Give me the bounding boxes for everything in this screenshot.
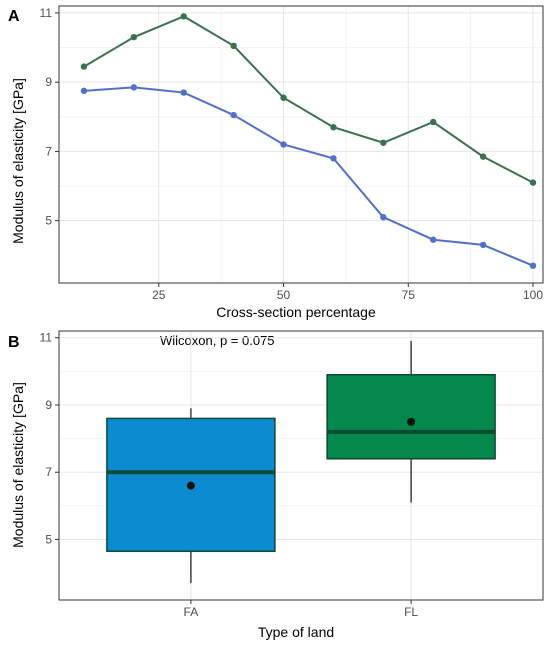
panel-a-series-2-point: [130, 84, 138, 91]
panel-a-plot: 5 7 9 11 25 50 75 100: [40, 5, 544, 302]
panel-a-border: [58, 5, 544, 284]
panel-a-series-1-point: [130, 33, 138, 41]
panel-a-series-line-2: [83, 86, 534, 267]
panel-b-x-tick-label: FL: [404, 605, 418, 619]
panel-b-plot: 5 7 9 11 FA FL: [40, 330, 544, 619]
panel-a-y-tick-label: 11: [40, 6, 53, 20]
panel-b-fl-box: [326, 373, 496, 460]
panel-b-y-axis-title: Modulus of elasticity [GPa]: [10, 382, 26, 548]
panel-a-y-tick-label: 5: [45, 214, 52, 228]
panel-a-series-1-point: [529, 179, 537, 186]
panel-b-letter: B: [8, 334, 20, 351]
panel-b-wilcoxon-annotation: Wilcoxon, p = 0.075: [160, 333, 275, 348]
panel-b-fa-mean-point: [186, 481, 195, 490]
panel-b-y-tick-label: 5: [45, 532, 52, 546]
panel-a-series-1-point: [230, 42, 237, 50]
panel-a-letter: A: [8, 8, 20, 25]
panel-a-series-1-point: [80, 63, 88, 70]
panel-a-x-tick-label: 100: [523, 288, 543, 302]
panel-a-series-1-point: [180, 13, 187, 20]
panel-a-x-tick-label: 25: [152, 288, 166, 302]
panel-b-border: [58, 330, 544, 601]
panel-a-series-2-point: [230, 111, 237, 119]
panel-a-x-tick-label: 50: [277, 288, 291, 302]
panel-b-fl-mean-point: [407, 417, 416, 426]
panel-a-series-1-point: [380, 139, 387, 146]
panel-a-series-line-1: [83, 15, 534, 184]
panel-a-y-tick-label: 7: [45, 144, 52, 158]
panel-a-series-2-point: [529, 262, 537, 269]
panel-a-x-tick-label: 75: [402, 288, 416, 302]
panel-a-series-2-point: [430, 236, 437, 243]
panel-a-series-2-point: [479, 241, 487, 249]
panel-b-y-tick-label: 11: [40, 331, 53, 345]
panel-a-x-axis-title: Cross-section percentage: [216, 304, 376, 320]
panel-b-x-tick-label: FA: [184, 605, 199, 619]
panel-a-series-1-point: [479, 153, 487, 160]
panel-b-x-axis-title: Type of land: [258, 624, 334, 640]
panel-a-y-tick-label: 9: [45, 75, 52, 89]
panel-a-series-2-point: [380, 214, 387, 221]
panel-a-y-axis-title: Modulus of elasticity [GPa]: [10, 78, 26, 244]
panel-a-series-1-point: [280, 94, 287, 101]
panel-a-series-2-point: [330, 155, 337, 162]
panel-a-series-2-point: [180, 89, 187, 96]
panel-a-series-1-point: [330, 123, 337, 131]
panel-b-y-tick-label: 7: [45, 465, 52, 479]
panel-b-y-tick-label: 9: [45, 398, 52, 412]
panel-a-series-1-point: [430, 118, 437, 126]
panel-a-series-2-point: [280, 141, 287, 148]
panel-a-series-2-point: [80, 87, 88, 95]
